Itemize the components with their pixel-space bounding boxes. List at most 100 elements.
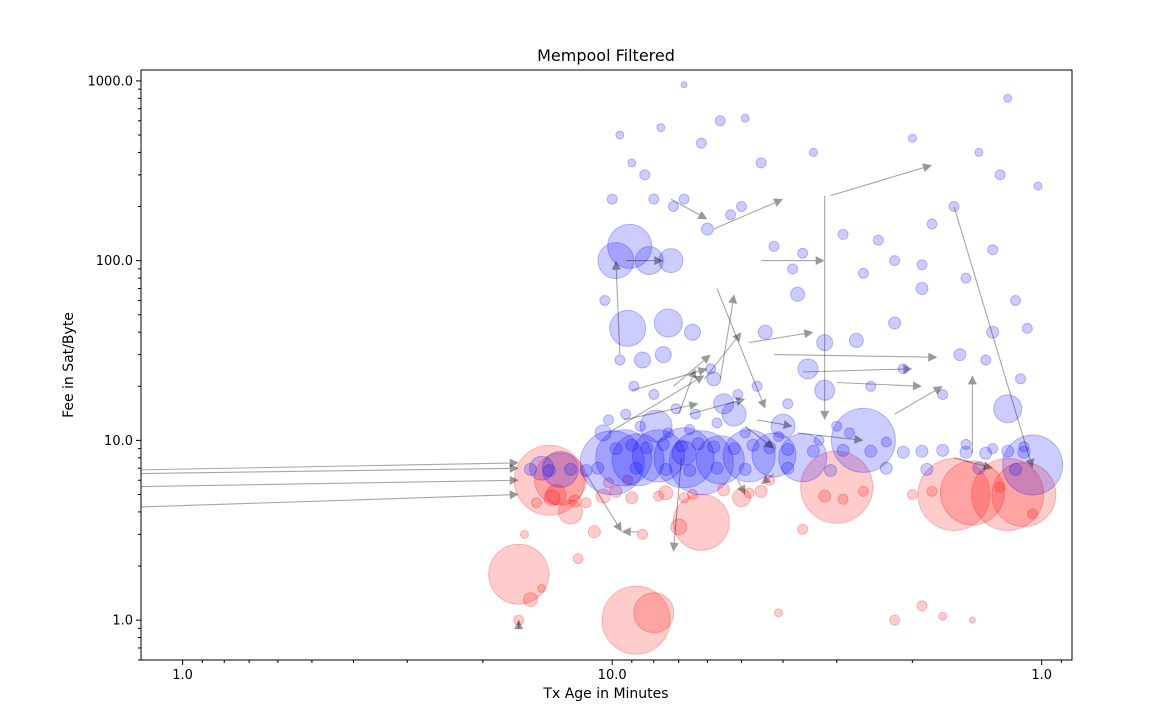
low-fee-bubble xyxy=(818,489,832,503)
low-fee-bubble xyxy=(687,489,698,500)
high-fee-bubble xyxy=(628,380,640,392)
high-fee-bubble xyxy=(757,324,773,340)
high-fee-bubble xyxy=(920,462,934,476)
high-fee-bubble xyxy=(848,332,864,348)
dependency-arrow xyxy=(141,490,519,508)
high-fee-bubble xyxy=(787,263,799,275)
low-fee-bubble xyxy=(601,585,671,655)
high-fee-bubble xyxy=(888,316,902,330)
high-fee-bubble xyxy=(599,295,611,306)
low-fee-bubble xyxy=(774,608,783,618)
high-fee-bubble xyxy=(640,441,654,455)
high-fee-bubble xyxy=(751,432,797,478)
high-fee-bubble xyxy=(889,255,901,267)
low-fee-bubble xyxy=(732,488,751,508)
high-fee-bubble xyxy=(711,417,723,429)
dependency-arrow xyxy=(703,332,742,380)
high-fee-bubble xyxy=(725,209,737,221)
dependency-arrow xyxy=(749,329,814,344)
high-fee-bubble xyxy=(907,133,917,143)
plot-frame xyxy=(140,69,1073,661)
high-fee-bubble xyxy=(813,434,825,446)
dependency-arrow xyxy=(713,198,784,230)
x-tick-label: 10.0 xyxy=(598,668,627,683)
dependency-arrow xyxy=(669,457,682,552)
dependency-arrow xyxy=(719,294,738,379)
high-fee-bubble xyxy=(689,408,701,420)
dependency-arrow xyxy=(678,368,697,415)
dependency-arrow xyxy=(585,473,622,532)
dependency-arrow xyxy=(141,463,519,475)
high-fee-bubble xyxy=(751,380,763,392)
dependency-arrow xyxy=(623,401,699,421)
low-fee-bubble xyxy=(971,458,1045,531)
dependency-arrow xyxy=(141,458,519,471)
high-fee-bubble xyxy=(837,228,849,240)
dependency-arrow xyxy=(737,480,746,495)
high-fee-bubble xyxy=(778,433,828,483)
low-fee-bubble xyxy=(939,460,1005,526)
high-fee-bubble xyxy=(680,81,688,89)
high-fee-bubble xyxy=(658,248,684,274)
low-fee-bubble xyxy=(558,499,583,525)
high-fee-bubble xyxy=(960,438,972,450)
dependency-arrow xyxy=(744,425,774,449)
low-fee-bubble xyxy=(625,491,639,505)
high-fee-bubble xyxy=(1033,181,1043,191)
high-fee-bubble xyxy=(987,443,999,455)
high-fee-bubble xyxy=(591,461,605,475)
low-fee-bubble xyxy=(938,611,948,621)
y-axis-label: Fee in Sat/Byte xyxy=(61,312,77,418)
high-fee-bubble xyxy=(579,464,593,477)
dependency-arrow xyxy=(670,198,708,220)
x-axis-label: Tx Age in Minutes xyxy=(542,686,668,702)
high-fee-bubble xyxy=(611,433,665,487)
high-fee-bubble xyxy=(656,123,666,133)
dependency-arrow xyxy=(761,473,775,485)
low-fee-bubble xyxy=(889,614,901,626)
y-tick-label: 1.0 xyxy=(112,614,133,629)
high-fee-bubble xyxy=(629,461,643,475)
low-fee-bubble xyxy=(637,528,648,540)
dependency-arrow xyxy=(797,432,864,444)
high-fee-bubble xyxy=(714,115,726,127)
high-fee-bubble xyxy=(700,222,714,236)
high-fee-bubble xyxy=(953,348,967,362)
high-fee-bubble xyxy=(603,414,614,426)
y-tick-label: 1000.0 xyxy=(88,74,134,89)
low-fee-bubbles xyxy=(488,444,1057,655)
high-fee-bubble xyxy=(926,218,938,230)
dependency-arrow xyxy=(836,381,922,391)
high-fee-bubble xyxy=(648,193,660,205)
low-fee-bubble xyxy=(572,553,584,565)
high-fee-bubble xyxy=(980,354,992,366)
high-fee-bubble xyxy=(654,346,672,364)
high-fee-bubble xyxy=(634,246,664,276)
dependency-arrow xyxy=(761,256,825,266)
low-fee-bubble xyxy=(568,494,582,508)
high-fee-bubble xyxy=(915,444,929,458)
high-fee-bubble xyxy=(674,439,688,453)
low-fee-bubble xyxy=(764,474,776,486)
high-fee-bubble xyxy=(790,286,806,302)
low-fee-bubble xyxy=(609,484,623,498)
high-fee-bubble xyxy=(987,244,999,256)
high-fee-bubble xyxy=(1003,93,1013,103)
high-fee-bubble xyxy=(782,398,794,410)
low-fee-bubble xyxy=(743,487,755,499)
low-fee-bubble xyxy=(717,483,731,497)
high-fee-bubble xyxy=(972,461,986,475)
high-fee-bubble xyxy=(797,358,819,380)
low-fee-bubble xyxy=(754,484,768,498)
dependency-arrow xyxy=(967,375,977,454)
dependency-arrow xyxy=(773,352,938,362)
dependency-arrow xyxy=(756,419,793,429)
high-fee-bubble xyxy=(959,445,973,459)
low-fee-bubble xyxy=(533,452,587,506)
high-fee-bubble xyxy=(773,431,784,443)
high-fee-bubble xyxy=(707,440,721,454)
high-fee-bubble xyxy=(722,429,776,483)
dependency-arrow xyxy=(689,397,746,415)
transaction-arrows xyxy=(141,163,1035,630)
high-fee-bubble xyxy=(830,407,896,473)
